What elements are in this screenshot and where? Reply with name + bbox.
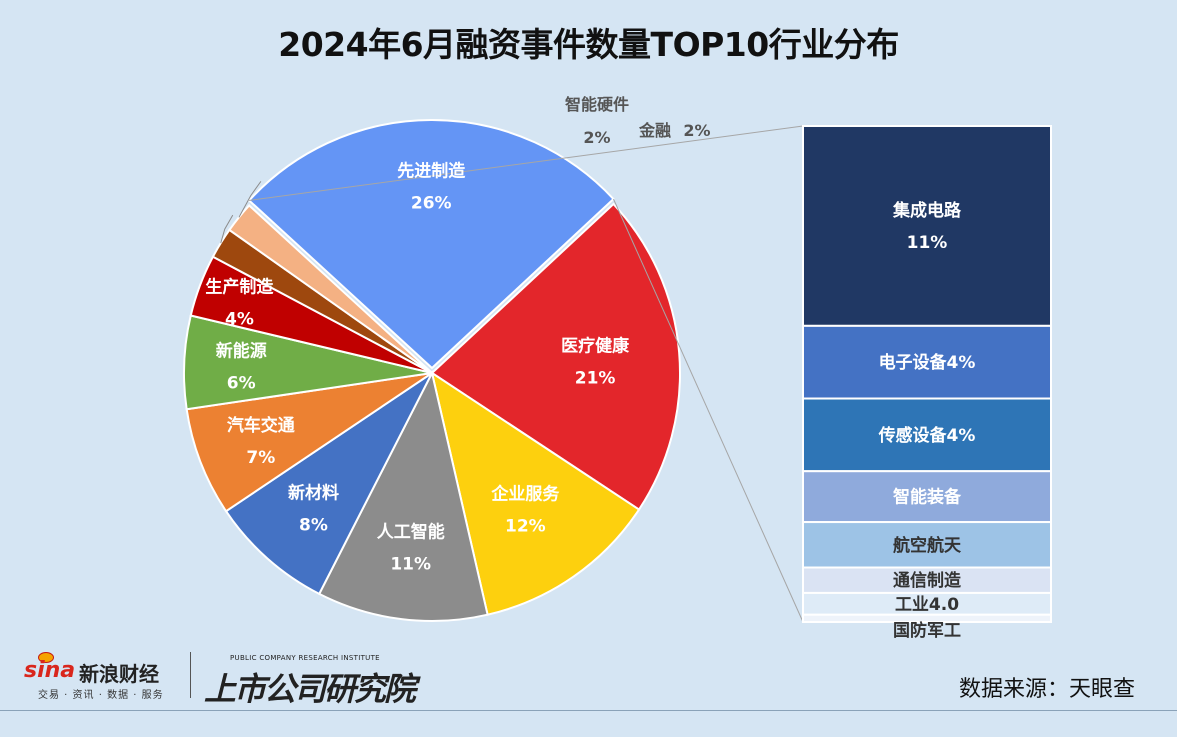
sina-finance-logo: sina 新浪财经 交易 · 资讯 · 数据 · 服务 bbox=[24, 652, 184, 701]
sina-brand-name: 新浪财经 bbox=[79, 662, 159, 686]
slice-label: 生产制造 bbox=[205, 276, 274, 297]
stacked-bar bbox=[802, 125, 1052, 624]
pie-slice bbox=[228, 204, 433, 374]
logo-divider bbox=[190, 652, 191, 698]
chart-labels: 先进制造 26% 医疗健康 21% 企业服务 12% 人工智能 11% 新材料 8% 汽车交通 7% 新… bbox=[205, 95, 975, 641]
slice-percent: 6% bbox=[227, 374, 256, 394]
footer-divider bbox=[0, 710, 1177, 711]
slice-percent: 8% bbox=[299, 516, 328, 536]
slice-percent: 4% bbox=[225, 309, 254, 329]
stack-segment bbox=[802, 613, 1052, 624]
pie-slice bbox=[224, 370, 435, 596]
sina-eye-icon bbox=[38, 652, 54, 663]
institute-english-name: PUBLIC COMPANY RESEARCH INSTITUTE bbox=[230, 654, 380, 662]
leader-line bbox=[238, 181, 262, 218]
slice-label: 企业服务 bbox=[490, 483, 560, 504]
sina-tagline: 交易 · 资讯 · 数据 · 服务 bbox=[38, 690, 164, 701]
data-source: 数据来源：天眼查 bbox=[958, 677, 1135, 702]
sina-wordmark: sina bbox=[24, 658, 76, 683]
slice-percent: 2% bbox=[583, 128, 610, 147]
segment-label: 国防军工 bbox=[893, 620, 961, 641]
pie-slice bbox=[317, 370, 489, 622]
slice-label: 金融 bbox=[638, 121, 671, 140]
slice-label: 人工智能 bbox=[377, 521, 445, 542]
pie-slice bbox=[247, 119, 615, 370]
slice-percent: 21% bbox=[575, 368, 616, 388]
segment-label: 工业4.0 bbox=[895, 595, 959, 615]
pie-slice bbox=[430, 202, 681, 511]
segment-label: 智能装备 bbox=[893, 487, 962, 508]
slice-label: 汽车交通 bbox=[227, 415, 295, 436]
pie-chart bbox=[183, 119, 681, 622]
slice-percent: 7% bbox=[246, 448, 275, 468]
segment-percent: 11% bbox=[907, 233, 948, 253]
stack-segment bbox=[802, 125, 1052, 327]
pie-slice bbox=[185, 372, 433, 513]
segment-label: 电子设备4% bbox=[879, 352, 976, 373]
slice-percent: 12% bbox=[505, 516, 546, 536]
chart-title: 2024年6月融资事件数量TOP10行业分布 bbox=[278, 25, 899, 64]
slice-label: 智能硬件 bbox=[565, 95, 629, 114]
slice-percent: 26% bbox=[411, 193, 452, 213]
slice-percent: 2% bbox=[683, 121, 710, 140]
connector-line-top bbox=[249, 125, 804, 201]
segment-label: 通信制造 bbox=[893, 570, 962, 591]
segment-label: 传感设备4% bbox=[878, 425, 976, 446]
institute-chinese-name: 上市公司研究院 bbox=[204, 670, 416, 708]
slice-label: 医疗健康 bbox=[561, 335, 630, 356]
leader-line bbox=[220, 214, 234, 244]
stack-segment bbox=[802, 521, 1052, 569]
slice-label: 新材料 bbox=[288, 483, 339, 504]
slice-label: 先进制造 bbox=[397, 160, 466, 181]
segment-label: 集成电路 bbox=[892, 200, 962, 221]
pie-slice bbox=[430, 370, 641, 616]
connector-lines bbox=[220, 125, 804, 623]
slice-percent: 11% bbox=[390, 554, 431, 574]
connector-line-bottom bbox=[613, 198, 804, 623]
slice-label: 新能源 bbox=[216, 341, 267, 362]
segment-label: 航空航天 bbox=[893, 535, 962, 556]
institute-logo: PUBLIC COMPANY RESEARCH INSTITUTE 上市公司研究… bbox=[204, 652, 434, 708]
